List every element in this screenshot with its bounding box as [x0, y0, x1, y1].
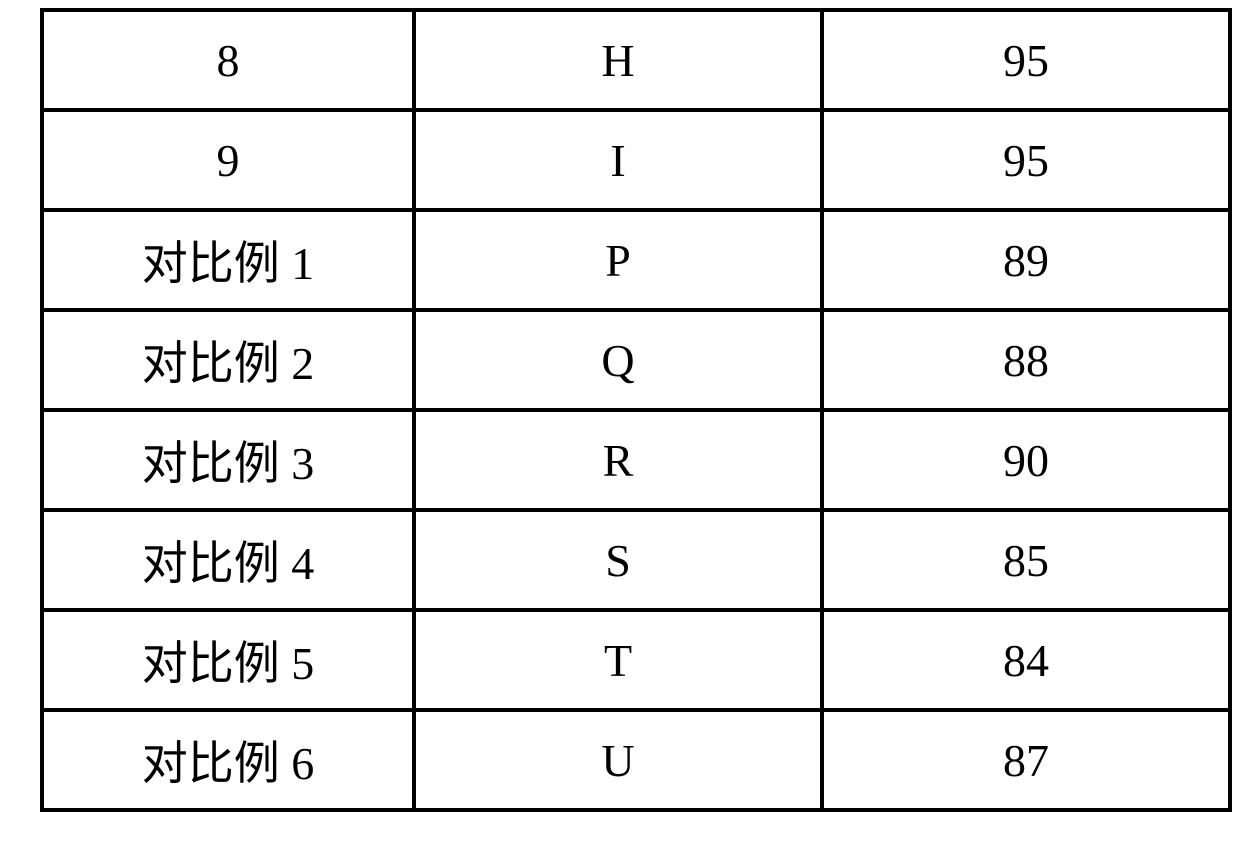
- cell-col3: 84: [822, 610, 1230, 710]
- cell-col2: S: [414, 510, 822, 610]
- table-row: 9 I 95: [42, 110, 1230, 210]
- cell-col2: P: [414, 210, 822, 310]
- table-row: 对比例 6 U 87: [42, 710, 1230, 810]
- table-row: 对比例 1 P 89: [42, 210, 1230, 310]
- cell-col2: T: [414, 610, 822, 710]
- table-row: 对比例 2 Q 88: [42, 310, 1230, 410]
- table-row: 对比例 3 R 90: [42, 410, 1230, 510]
- cell-col3: 89: [822, 210, 1230, 310]
- cell-col3: 90: [822, 410, 1230, 510]
- data-table-container: 8 H 95 9 I 95 对比例 1 P 89 对比例 2 Q 88 对比例 …: [40, 8, 1232, 812]
- cell-col1: 对比例 4: [42, 510, 414, 610]
- cell-col3: 95: [822, 110, 1230, 210]
- cell-col3: 85: [822, 510, 1230, 610]
- cell-col1: 8: [42, 10, 414, 110]
- cell-col1: 对比例 3: [42, 410, 414, 510]
- cell-col3: 87: [822, 710, 1230, 810]
- table-row: 对比例 4 S 85: [42, 510, 1230, 610]
- cell-col2: Q: [414, 310, 822, 410]
- cell-col3: 88: [822, 310, 1230, 410]
- cell-col1: 9: [42, 110, 414, 210]
- cell-col1: 对比例 5: [42, 610, 414, 710]
- cell-col2: U: [414, 710, 822, 810]
- cell-col2: R: [414, 410, 822, 510]
- data-table: 8 H 95 9 I 95 对比例 1 P 89 对比例 2 Q 88 对比例 …: [40, 8, 1232, 812]
- table-row: 8 H 95: [42, 10, 1230, 110]
- cell-col1: 对比例 2: [42, 310, 414, 410]
- cell-col2: H: [414, 10, 822, 110]
- cell-col2: I: [414, 110, 822, 210]
- table-row: 对比例 5 T 84: [42, 610, 1230, 710]
- cell-col1: 对比例 6: [42, 710, 414, 810]
- cell-col1: 对比例 1: [42, 210, 414, 310]
- cell-col3: 95: [822, 10, 1230, 110]
